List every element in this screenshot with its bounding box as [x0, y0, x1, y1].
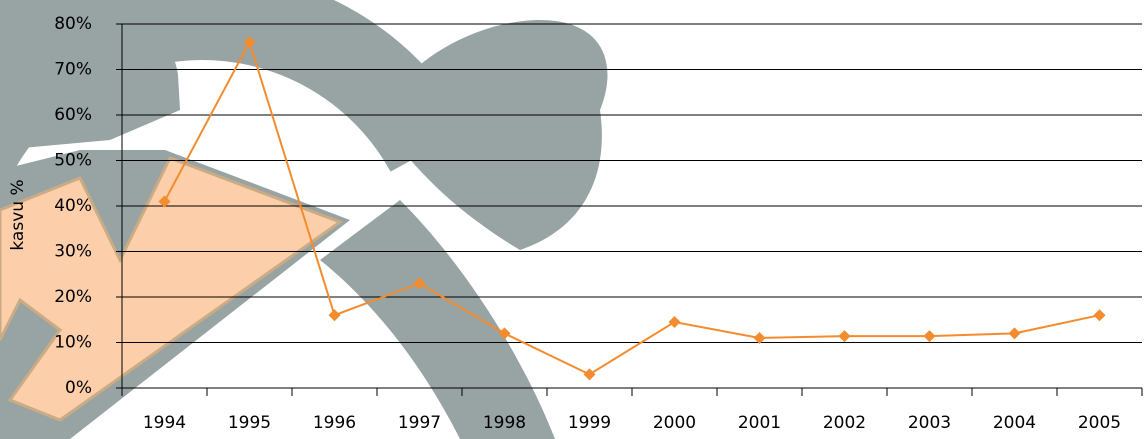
data-marker — [669, 316, 681, 328]
data-marker — [1094, 309, 1106, 321]
y-tick-label: 30% — [54, 242, 92, 262]
x-tick-label: 2002 — [823, 413, 866, 433]
y-tick-label: 80% — [54, 14, 92, 34]
x-tick-label: 1997 — [398, 413, 441, 433]
x-tick-label: 2000 — [653, 413, 696, 433]
x-tick-label: 1996 — [313, 413, 356, 433]
x-tick-label: 1998 — [483, 413, 526, 433]
x-tick-label: 1999 — [568, 413, 611, 433]
x-tick-label: 1994 — [143, 413, 186, 433]
x-tick-label: 2005 — [1078, 413, 1121, 433]
x-tick-label: 2001 — [738, 413, 781, 433]
y-tick-label: 60% — [54, 105, 92, 125]
y-tick-label: 40% — [54, 196, 92, 216]
chart: kasvu % 0% 10% 20% 30% 40% 50% 60% 70% 80% 1994 19… — [0, 0, 1147, 439]
data-marker — [584, 368, 596, 380]
y-tick-label: 70% — [54, 60, 92, 80]
x-tick-label: 2003 — [908, 413, 951, 433]
y-axis-label: kasvu % — [8, 179, 28, 250]
x-tick-label: 2004 — [993, 413, 1036, 433]
y-tick-label: 0% — [65, 378, 92, 398]
data-marker — [839, 330, 851, 342]
y-tick-label: 20% — [54, 287, 92, 307]
data-marker — [924, 330, 936, 342]
y-tick-label: 10% — [54, 333, 92, 353]
y-tick-label: 50% — [54, 151, 92, 171]
data-marker — [1009, 327, 1021, 339]
x-tick-label: 1995 — [228, 413, 271, 433]
data-marker — [329, 309, 341, 321]
